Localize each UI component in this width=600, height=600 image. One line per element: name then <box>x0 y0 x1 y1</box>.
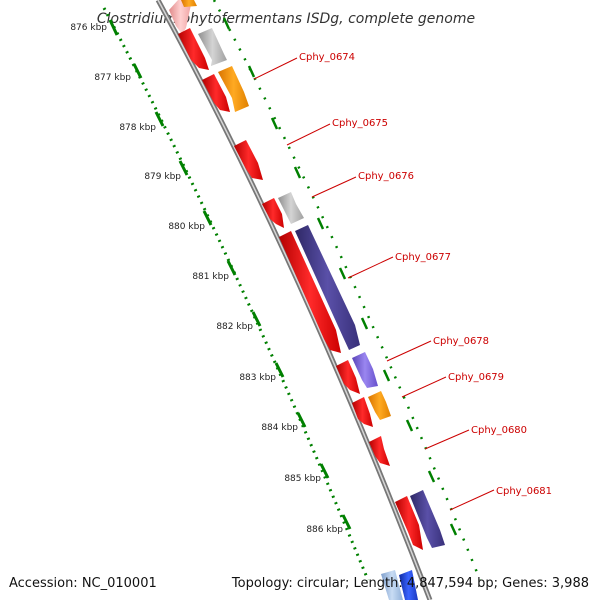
outer-track-tick <box>247 65 256 78</box>
gene-label-cphy-0677[interactable]: Cphy_0677 <box>395 252 451 263</box>
outer-track-tick <box>222 17 231 30</box>
outer-track-tick <box>449 523 458 536</box>
gene-arrow-grey[interactable] <box>278 192 304 224</box>
map-title: Clostridium phytofermentans ISDg, comple… <box>97 11 475 27</box>
gene-label-cphy-0675[interactable]: Cphy_0675 <box>332 118 388 129</box>
leader-line-cphy-0681 <box>449 489 495 511</box>
accession-text: Accession: NC_010001 <box>9 576 157 591</box>
ruler-tick <box>226 260 237 276</box>
outer-track-tick <box>270 117 279 130</box>
gene-arrow-orange[interactable] <box>181 0 197 7</box>
gene-arrow-red[interactable] <box>352 397 373 427</box>
outer-track-tick <box>360 317 369 330</box>
gene-arrow-orange[interactable] <box>368 391 391 420</box>
ruler-tick <box>154 111 165 127</box>
ruler-label: 878 kbp <box>119 123 156 133</box>
gene-arrow-orange[interactable] <box>218 66 249 112</box>
gene-label-cphy-0674[interactable]: Cphy_0674 <box>299 52 355 63</box>
ruler-label: 883 kbp <box>239 373 276 383</box>
gene-arrow-red[interactable] <box>262 198 284 228</box>
gene-label-cphy-0679[interactable]: Cphy_0679 <box>448 372 504 383</box>
ruler-tick <box>341 514 352 530</box>
leader-line-cphy-0680 <box>424 429 470 450</box>
ruler-label: 884 kbp <box>261 423 298 433</box>
ruler-labels: 876 kbp 877 kbp 878 kbp 879 kbp 880 kbp … <box>70 23 343 535</box>
gene-arrow-red[interactable] <box>234 140 263 180</box>
outer-track-tick <box>316 217 325 230</box>
reverse-strand-genes <box>169 0 423 600</box>
leader-line-cphy-0679 <box>401 376 447 398</box>
summary-text: Topology: circular; Length: 4,847,594 bp… <box>231 576 589 591</box>
ruler-label: 876 kbp <box>70 23 107 33</box>
gene-label-cphy-0681[interactable]: Cphy_0681 <box>496 486 552 497</box>
ruler-label: 881 kbp <box>192 272 229 282</box>
gene-arrow-navy[interactable] <box>295 225 360 350</box>
outer-track-tick <box>427 470 436 483</box>
gene-arrow-red[interactable] <box>279 231 341 353</box>
gene-arrow-red[interactable] <box>336 360 360 394</box>
ruler-tick <box>202 210 213 226</box>
ruler-ticks <box>108 19 352 530</box>
ruler-tick <box>319 463 330 479</box>
forward-strand-genes <box>181 0 445 600</box>
gene-label-cphy-0678[interactable]: Cphy_0678 <box>433 336 489 347</box>
ruler-label: 882 kbp <box>216 322 253 332</box>
outer-feature-track <box>212 0 482 581</box>
outer-dotted-track <box>212 0 482 581</box>
ruler-tick <box>251 311 262 327</box>
gene-arrow-red[interactable] <box>369 436 390 466</box>
genome-backbone <box>155 0 433 600</box>
gene-arrow-grey[interactable] <box>198 28 227 66</box>
leader-line-cphy-0676 <box>311 176 357 198</box>
ruler-label: 880 kbp <box>168 222 205 232</box>
gene-arrow-red[interactable] <box>395 496 423 550</box>
gene-arrow-navy[interactable] <box>410 490 445 548</box>
gene-arrow-red[interactable] <box>178 28 209 70</box>
gene-arrow-blue[interactable] <box>399 570 418 600</box>
ruler-tick <box>274 362 285 378</box>
gene-arrow-purple[interactable] <box>352 352 378 388</box>
ruler-tick <box>132 63 143 79</box>
gene-leader-lines <box>253 57 495 511</box>
ruler-label: 886 kbp <box>306 525 343 535</box>
ruler-label: 879 kbp <box>144 172 181 182</box>
ruler: 876 kbp 877 kbp 878 kbp 879 kbp 880 kbp … <box>70 7 370 581</box>
gene-label-cphy-0676[interactable]: Cphy_0676 <box>358 171 414 182</box>
gene-arrow-red[interactable] <box>202 74 230 112</box>
leader-line-cphy-0675 <box>286 123 331 146</box>
ruler-tick <box>108 19 119 36</box>
leader-line-cphy-0678 <box>386 340 432 362</box>
ruler-label: 877 kbp <box>94 73 131 83</box>
outer-track-tick <box>405 419 414 432</box>
gene-arrow-pink[interactable] <box>169 0 192 34</box>
outer-track-tick <box>382 369 391 382</box>
gene-label-cphy-0680[interactable]: Cphy_0680 <box>471 425 527 436</box>
outer-track-tick <box>338 267 347 280</box>
leader-line-cphy-0674 <box>253 57 298 80</box>
outer-track-tick <box>293 166 302 179</box>
ruler-tick <box>178 160 189 176</box>
leader-line-cphy-0677 <box>347 256 394 279</box>
ruler-label: 885 kbp <box>284 474 321 484</box>
gene-arrow-light-blue[interactable] <box>381 570 403 600</box>
ruler-tick <box>296 412 307 428</box>
genome-backbone-highlight <box>157 0 431 600</box>
gene-labels: Cphy_0674 Cphy_0675 Cphy_0676 Cphy_0677 … <box>299 52 552 497</box>
